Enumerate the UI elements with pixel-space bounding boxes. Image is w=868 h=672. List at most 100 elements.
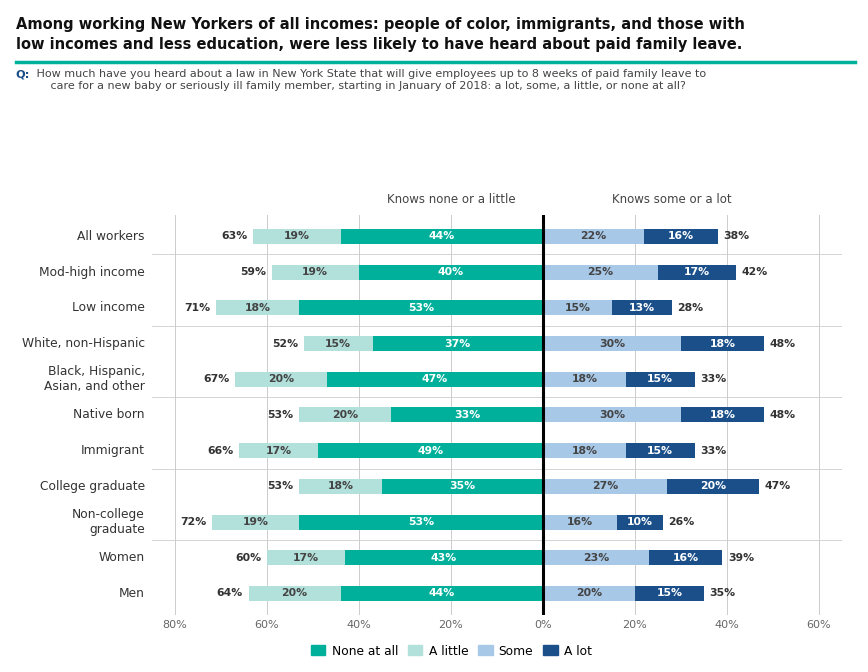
Text: 30%: 30% [599, 410, 625, 420]
Text: 18%: 18% [571, 446, 597, 456]
Text: 16%: 16% [567, 517, 593, 527]
Text: 15%: 15% [656, 589, 682, 599]
Bar [326, 372, 543, 387]
Text: 42%: 42% [741, 267, 768, 277]
Text: 20%: 20% [575, 589, 602, 599]
Bar [543, 372, 626, 387]
Bar [304, 336, 372, 351]
Text: 33%: 33% [700, 374, 727, 384]
Text: 72%: 72% [180, 517, 207, 527]
Text: 19%: 19% [284, 231, 310, 241]
Text: 16%: 16% [673, 553, 699, 562]
Bar [234, 372, 326, 387]
Text: 53%: 53% [408, 303, 434, 313]
Text: 35%: 35% [709, 589, 735, 599]
Text: 33%: 33% [700, 446, 727, 456]
Text: 71%: 71% [185, 303, 211, 313]
Text: 28%: 28% [677, 303, 703, 313]
Bar [543, 336, 681, 351]
Bar [318, 443, 543, 458]
Bar [382, 479, 543, 494]
Text: 20%: 20% [267, 374, 293, 384]
Text: 19%: 19% [302, 267, 328, 277]
Text: 53%: 53% [267, 481, 293, 491]
Text: 19%: 19% [242, 517, 268, 527]
Text: 16%: 16% [667, 231, 694, 241]
Text: low incomes and less education, were less likely to have heard about paid family: low incomes and less education, were les… [16, 37, 742, 52]
Text: 15%: 15% [326, 339, 352, 349]
Bar [626, 443, 694, 458]
Bar [216, 300, 299, 315]
Bar [372, 336, 543, 351]
Bar [272, 265, 359, 280]
Text: 13%: 13% [628, 303, 654, 313]
Bar [345, 550, 543, 565]
Text: 18%: 18% [709, 339, 735, 349]
Text: Knows none or a little: Knows none or a little [386, 193, 516, 206]
Bar [267, 550, 345, 565]
Bar [543, 515, 616, 530]
Text: 20%: 20% [700, 481, 727, 491]
Bar [299, 407, 391, 423]
Text: 60%: 60% [235, 553, 261, 562]
Bar [543, 479, 667, 494]
Bar [543, 550, 648, 565]
Bar [648, 550, 722, 565]
Text: 59%: 59% [240, 267, 266, 277]
Text: 25%: 25% [588, 267, 614, 277]
Bar [635, 586, 704, 601]
Bar [543, 407, 681, 423]
Text: 18%: 18% [571, 374, 597, 384]
Text: 10%: 10% [627, 517, 653, 527]
Text: 63%: 63% [221, 231, 247, 241]
Bar [612, 300, 672, 315]
Text: Q:: Q: [16, 69, 30, 79]
Text: 27%: 27% [592, 481, 618, 491]
Bar [299, 479, 382, 494]
Text: 66%: 66% [207, 446, 233, 456]
Text: How much have you heard about a law in New York State that will give employees u: How much have you heard about a law in N… [33, 69, 706, 91]
Text: 30%: 30% [599, 339, 625, 349]
Bar [299, 300, 543, 315]
Text: 52%: 52% [272, 339, 299, 349]
Bar [359, 265, 543, 280]
Text: 37%: 37% [444, 339, 471, 349]
Text: 23%: 23% [582, 553, 609, 562]
Bar [626, 372, 694, 387]
Bar [240, 443, 318, 458]
Text: 18%: 18% [709, 410, 735, 420]
Bar [667, 479, 760, 494]
Bar [681, 407, 764, 423]
Bar [543, 265, 658, 280]
Text: 17%: 17% [684, 267, 710, 277]
Text: Knows some or a lot: Knows some or a lot [612, 193, 732, 206]
Text: 15%: 15% [648, 374, 674, 384]
Bar [543, 229, 644, 244]
Text: 15%: 15% [648, 446, 674, 456]
Bar [299, 515, 543, 530]
Bar [340, 586, 543, 601]
Bar [391, 407, 543, 423]
Bar [248, 586, 340, 601]
Bar [543, 586, 635, 601]
Text: 20%: 20% [332, 410, 358, 420]
Text: 18%: 18% [245, 303, 271, 313]
Bar [212, 515, 299, 530]
Bar [543, 300, 612, 315]
Bar [253, 229, 340, 244]
Bar [340, 229, 543, 244]
Text: 40%: 40% [437, 267, 464, 277]
Text: 18%: 18% [327, 481, 353, 491]
Text: 38%: 38% [723, 231, 749, 241]
Legend: None at all, A little, Some, A lot: None at all, A little, Some, A lot [306, 640, 597, 663]
Text: 26%: 26% [668, 517, 694, 527]
Text: 44%: 44% [429, 231, 455, 241]
Text: 20%: 20% [281, 589, 307, 599]
Text: 22%: 22% [581, 231, 607, 241]
Text: 47%: 47% [765, 481, 791, 491]
Bar [658, 265, 736, 280]
Text: 44%: 44% [429, 589, 455, 599]
Text: 39%: 39% [728, 553, 754, 562]
Bar [644, 229, 718, 244]
Text: Among working New Yorkers of all incomes: people of color, immigrants, and those: Among working New Yorkers of all incomes… [16, 17, 745, 32]
